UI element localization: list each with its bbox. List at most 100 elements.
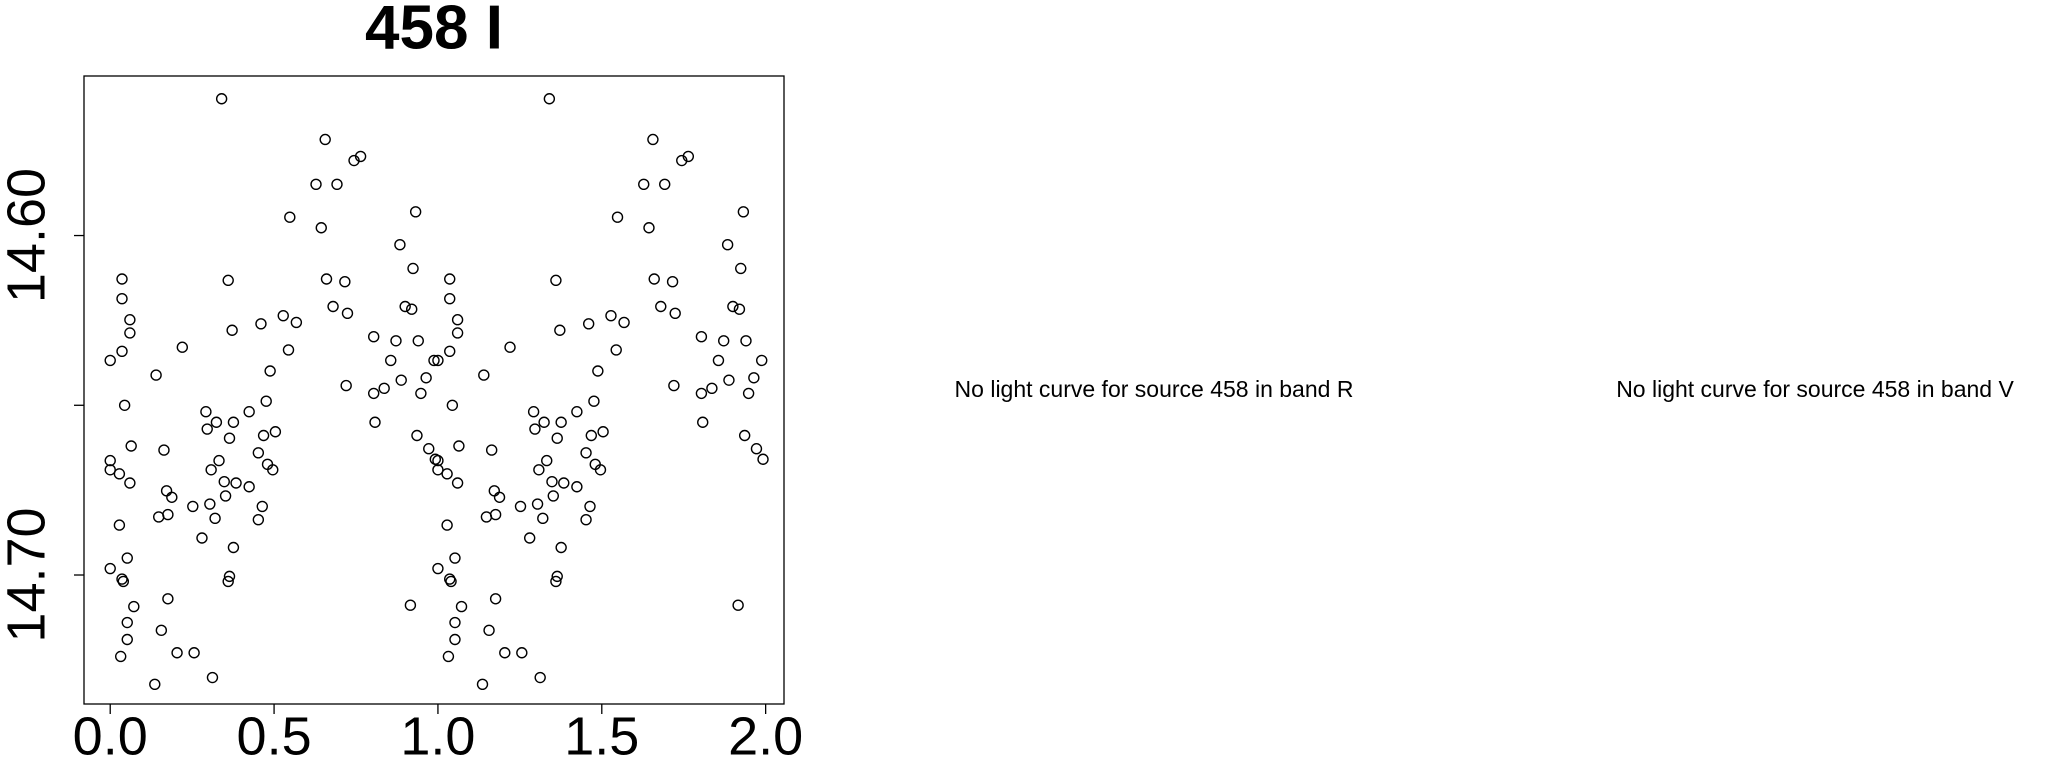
message: No light curve for source 458 in band R — [955, 376, 1354, 402]
point — [399, 300, 411, 313]
point — [493, 491, 506, 503]
point — [489, 593, 502, 605]
point — [488, 485, 500, 497]
point — [331, 178, 343, 190]
point — [264, 365, 276, 377]
point — [284, 211, 296, 223]
point — [643, 222, 655, 234]
point — [150, 369, 162, 381]
x-tick-label: 2.0 — [728, 706, 803, 765]
point — [592, 365, 604, 377]
point — [209, 512, 221, 525]
point — [222, 575, 234, 588]
point — [756, 354, 768, 367]
point — [611, 211, 624, 223]
point — [546, 475, 558, 488]
point — [449, 616, 461, 629]
point — [415, 387, 427, 400]
point — [538, 416, 550, 428]
point — [223, 432, 236, 444]
point — [121, 633, 133, 646]
y-tick-label: 14.70 — [0, 507, 56, 642]
point — [252, 447, 265, 459]
point — [750, 443, 763, 455]
point — [121, 616, 133, 629]
point — [489, 508, 502, 521]
point — [255, 318, 267, 330]
point — [618, 316, 630, 329]
point — [256, 500, 268, 513]
point — [104, 454, 116, 467]
point — [153, 511, 165, 523]
point — [659, 178, 671, 190]
point — [478, 369, 490, 381]
point — [444, 273, 456, 285]
point — [290, 316, 303, 329]
point — [222, 274, 234, 287]
point — [196, 532, 208, 544]
message: No light curve for source 458 in band V — [1616, 376, 2014, 402]
point — [243, 481, 255, 493]
point — [282, 344, 295, 356]
point — [406, 303, 418, 315]
point — [310, 178, 322, 190]
point — [116, 345, 128, 358]
point — [547, 490, 559, 502]
point — [441, 519, 453, 531]
point — [260, 395, 272, 407]
point — [226, 324, 238, 336]
point — [218, 475, 230, 488]
point — [455, 600, 468, 613]
point — [445, 575, 457, 588]
point — [219, 490, 232, 502]
point — [166, 491, 178, 503]
point — [451, 477, 464, 489]
point — [223, 570, 236, 583]
point — [555, 416, 567, 428]
point — [666, 276, 679, 288]
point — [451, 327, 464, 339]
point — [407, 262, 419, 275]
point — [121, 552, 133, 564]
point — [740, 335, 752, 347]
point — [128, 600, 140, 613]
point — [527, 406, 540, 418]
point — [449, 552, 461, 564]
point — [597, 426, 609, 438]
point — [647, 133, 659, 146]
point — [171, 647, 183, 659]
point — [404, 599, 417, 611]
point — [453, 440, 465, 452]
point — [605, 309, 617, 322]
point — [444, 345, 456, 358]
point — [341, 307, 354, 319]
point — [339, 276, 351, 288]
point — [155, 624, 168, 637]
point — [409, 206, 422, 218]
point — [423, 443, 435, 455]
x-tick-label: 1.5 — [564, 706, 639, 765]
point — [449, 633, 461, 646]
x-tick-label: 0.5 — [237, 706, 312, 765]
point — [610, 344, 622, 356]
point — [582, 318, 595, 330]
point — [319, 133, 331, 146]
point — [206, 671, 219, 684]
point — [210, 416, 223, 428]
point — [584, 500, 596, 513]
point — [378, 382, 390, 395]
point — [230, 477, 242, 489]
x-tick-label: 1.0 — [400, 706, 475, 765]
point — [697, 416, 709, 428]
point — [585, 429, 598, 442]
point — [723, 374, 735, 386]
point — [580, 513, 592, 526]
point — [205, 464, 217, 476]
point — [543, 93, 556, 105]
point — [444, 292, 456, 305]
point — [446, 399, 459, 411]
point — [201, 423, 213, 435]
point — [340, 379, 352, 392]
point — [269, 426, 282, 438]
